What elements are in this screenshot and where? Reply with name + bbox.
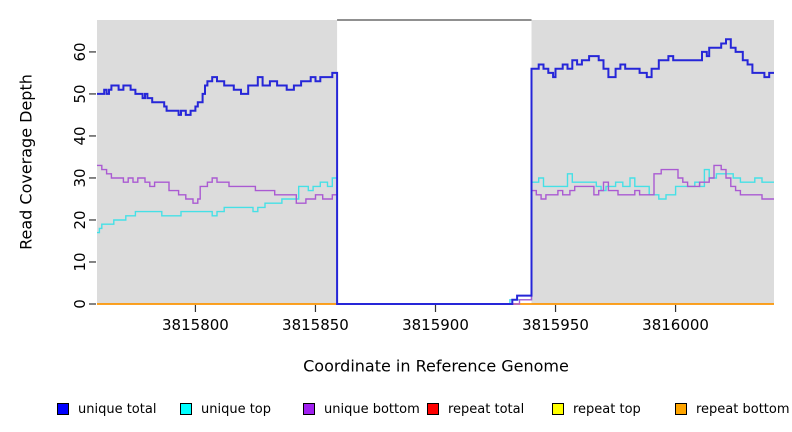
x-tick-label: 3815900 (402, 316, 469, 334)
legend-swatch-unique-total (57, 403, 69, 415)
y-tick-label: 20 (71, 210, 89, 230)
legend-swatch-unique-bottom (303, 403, 315, 415)
y-tick-label: 60 (71, 42, 89, 62)
x-axis-title: Coordinate in Reference Genome (303, 356, 569, 376)
legend-item: repeat top (552, 401, 641, 417)
y-axis-title: Read Coverage Depth (16, 74, 36, 250)
legend-label: repeat total (448, 401, 525, 417)
legend-swatch-repeat-top (552, 403, 564, 415)
x-tick-label: 3815850 (282, 316, 349, 334)
legend-swatch-repeat-total (427, 403, 439, 415)
legend-swatch-unique-top (180, 403, 192, 415)
legend-item: unique bottom (303, 401, 420, 417)
y-tick-label: 30 (71, 168, 89, 188)
legend-swatch-repeat-bottom (675, 403, 687, 415)
y-tick-label: 10 (71, 252, 89, 272)
legend-item: repeat total (427, 401, 525, 417)
legend-item: unique top (180, 401, 272, 417)
legend-item: unique total (57, 401, 157, 417)
x-tick-label: 3815800 (162, 316, 229, 334)
legend-label: unique total (78, 401, 157, 417)
legend-label: unique top (201, 401, 272, 417)
y-tick-label: 40 (71, 126, 89, 146)
y-tick-label: 0 (71, 299, 89, 309)
legend-label: unique bottom (324, 401, 420, 417)
legend-item: repeat bottom (675, 401, 790, 417)
y-tick-label: 50 (71, 84, 89, 104)
legend-label: repeat top (573, 401, 641, 417)
x-tick-label: 3816000 (642, 316, 709, 334)
legend-label: repeat bottom (696, 401, 790, 417)
x-tick-label: 3815950 (522, 316, 589, 334)
